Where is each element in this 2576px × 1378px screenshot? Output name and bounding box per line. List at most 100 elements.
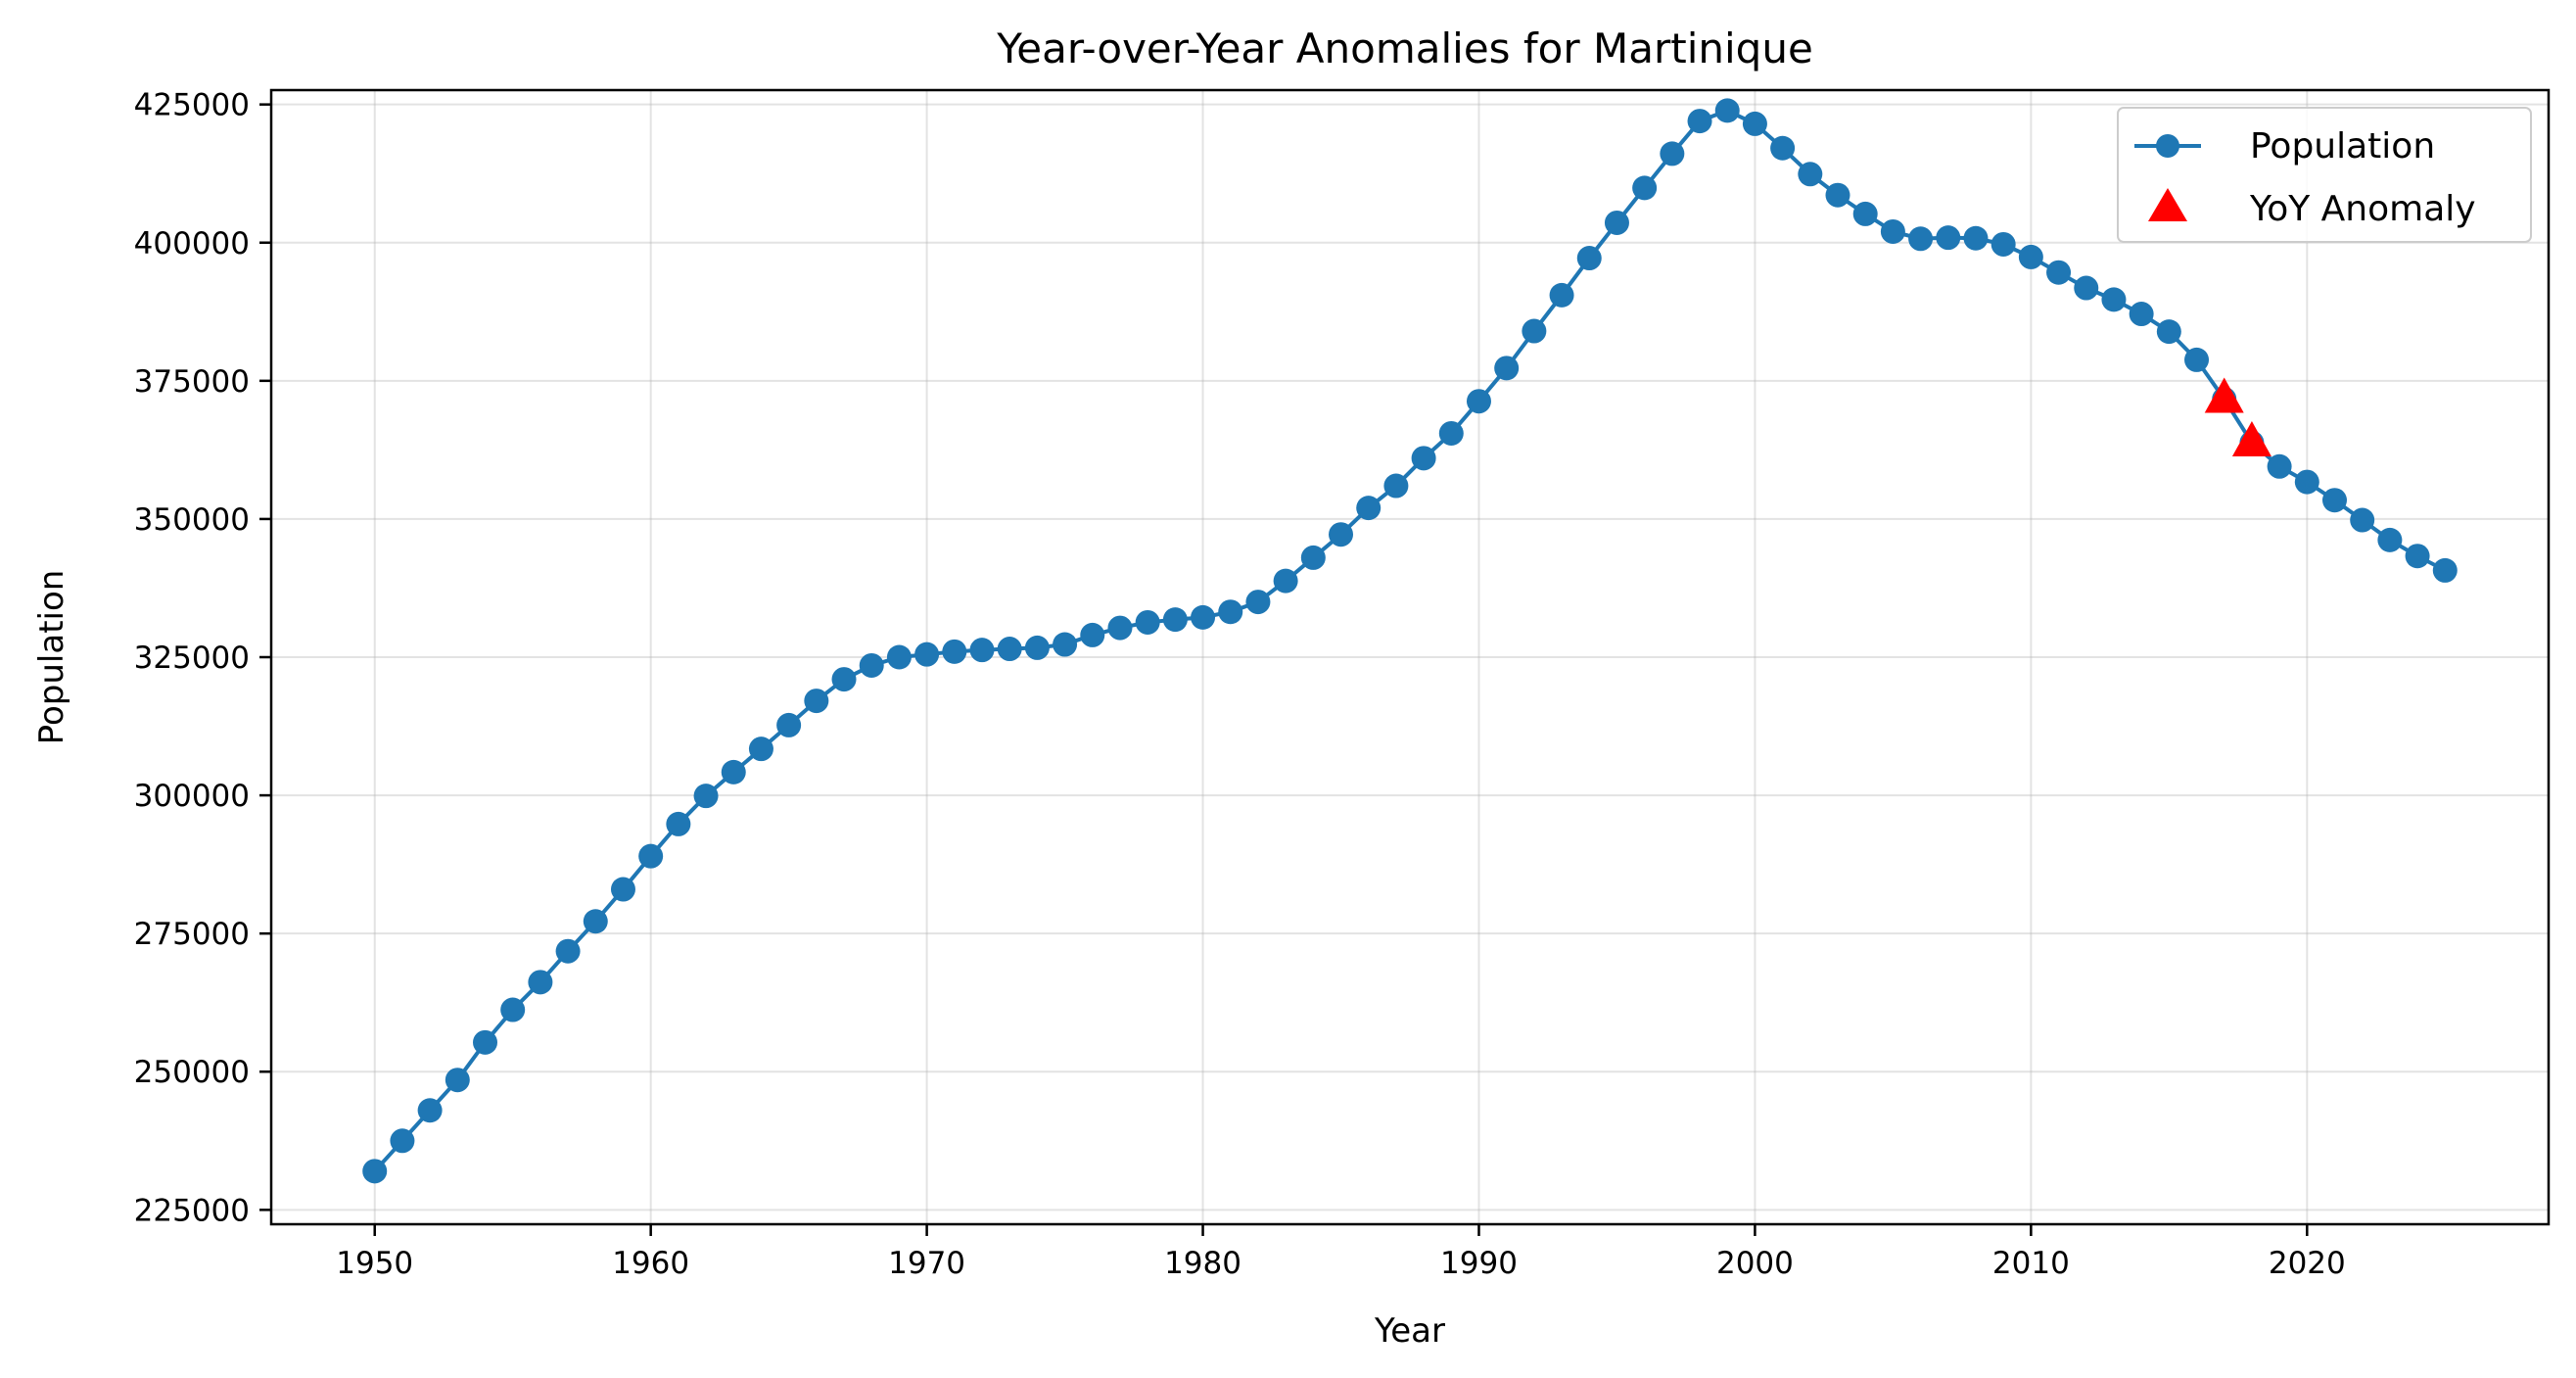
population-point — [500, 997, 526, 1022]
population-point — [831, 667, 857, 692]
population-point — [417, 1098, 443, 1123]
population-point — [1053, 632, 1078, 657]
population-point — [473, 1029, 498, 1055]
y-tick-label: 225000 — [134, 1193, 250, 1228]
population-point — [1963, 225, 1989, 251]
population-point — [2129, 302, 2154, 327]
x-tick-label: 1990 — [1440, 1246, 1518, 1281]
y-axis-label: Population — [32, 570, 71, 745]
population-point — [1356, 496, 1382, 521]
y-tick: 425000 — [134, 88, 271, 123]
population-point — [693, 784, 719, 809]
population-point — [2350, 507, 2375, 533]
population-point — [1549, 282, 1574, 308]
population-point — [583, 909, 608, 934]
population-point — [1162, 607, 1188, 633]
legend-anomaly-label: YoY Anomaly — [2249, 189, 2476, 229]
population-point — [528, 970, 553, 995]
population-point — [445, 1068, 470, 1093]
population-point — [1245, 590, 1271, 615]
population-point — [1714, 98, 1740, 123]
x-tick: 1980 — [1164, 1224, 1241, 1281]
population-point — [776, 712, 802, 737]
y-tick: 225000 — [134, 1193, 271, 1228]
population-point — [914, 641, 940, 667]
x-tick-label: 1960 — [612, 1246, 689, 1281]
population-point — [1880, 218, 1905, 244]
x-tick-label: 2000 — [1716, 1246, 1794, 1281]
population-point — [1852, 201, 1878, 226]
population-point — [2294, 469, 2319, 495]
population-point — [390, 1128, 415, 1154]
population-point — [1411, 446, 1436, 471]
population-point — [1798, 162, 1823, 187]
population-point — [721, 759, 746, 784]
anomaly-marker — [2231, 421, 2272, 457]
population-point — [1466, 389, 1491, 414]
population-point — [969, 638, 995, 663]
y-tick: 375000 — [134, 364, 271, 400]
population-point — [1024, 635, 1050, 660]
population-point — [638, 843, 664, 869]
grid-lines — [271, 90, 2549, 1224]
y-tick: 350000 — [134, 502, 271, 538]
population-point — [2184, 347, 2210, 372]
population-point — [1770, 135, 1796, 161]
population-point — [610, 877, 635, 902]
y-tick-label: 350000 — [134, 502, 250, 538]
population-point — [1135, 609, 1160, 635]
x-tick: 2010 — [1992, 1224, 2070, 1281]
population-point — [1604, 210, 1629, 235]
population-point — [1300, 545, 1326, 570]
population-point — [1329, 522, 1354, 547]
x-axis: 1950 1960 1970 1980 1990 2000 2010 2020 — [336, 1224, 2346, 1281]
population-point — [1218, 599, 1243, 625]
population-point — [2046, 260, 2072, 285]
x-tick-label: 1980 — [1164, 1246, 1241, 1281]
y-tick: 300000 — [134, 779, 271, 814]
x-tick: 1950 — [336, 1224, 413, 1281]
population-point — [2377, 527, 2403, 552]
y-tick-label: 425000 — [134, 88, 250, 123]
legend-population-label: Population — [2250, 126, 2435, 166]
population-point — [2267, 453, 2292, 479]
plot-frame — [269, 88, 2551, 1226]
y-tick-label: 400000 — [134, 226, 250, 261]
y-tick-label: 375000 — [134, 364, 250, 400]
population-point — [1742, 111, 1767, 136]
legend-frame — [2117, 107, 2532, 243]
population-point — [2405, 544, 2430, 569]
anomaly-marker — [2204, 377, 2244, 413]
population-line — [373, 108, 2447, 1173]
plot-series — [362, 98, 2458, 1184]
population-point — [748, 737, 773, 762]
population-point — [1273, 568, 1298, 594]
population-point — [1107, 615, 1133, 641]
population-point — [886, 644, 912, 670]
population-point — [1191, 604, 1216, 630]
population-point — [1632, 175, 1658, 201]
x-tick: 1960 — [612, 1224, 689, 1281]
population-point — [2101, 287, 2127, 312]
population-point — [1908, 226, 1934, 252]
population-point — [555, 938, 581, 964]
y-tick-label: 250000 — [134, 1055, 250, 1090]
x-tick: 2000 — [1716, 1224, 1794, 1281]
x-tick-label: 2010 — [1992, 1246, 2070, 1281]
y-tick: 400000 — [134, 226, 271, 261]
x-tick: 2020 — [2269, 1224, 2346, 1281]
population-point — [2074, 275, 2099, 301]
y-tick-label: 300000 — [134, 779, 250, 814]
legend-anomaly-marker — [2148, 188, 2187, 221]
x-tick: 1990 — [1440, 1224, 1518, 1281]
population-point — [1494, 356, 1520, 381]
x-axis-label: Year — [1374, 1311, 1445, 1351]
population-point — [1080, 622, 1105, 647]
y-tick: 275000 — [134, 917, 271, 952]
population-point — [859, 652, 884, 678]
y-tick-label: 325000 — [134, 641, 250, 676]
y-tick: 250000 — [134, 1055, 271, 1090]
population-point — [997, 637, 1022, 662]
population-point — [2018, 244, 2043, 269]
